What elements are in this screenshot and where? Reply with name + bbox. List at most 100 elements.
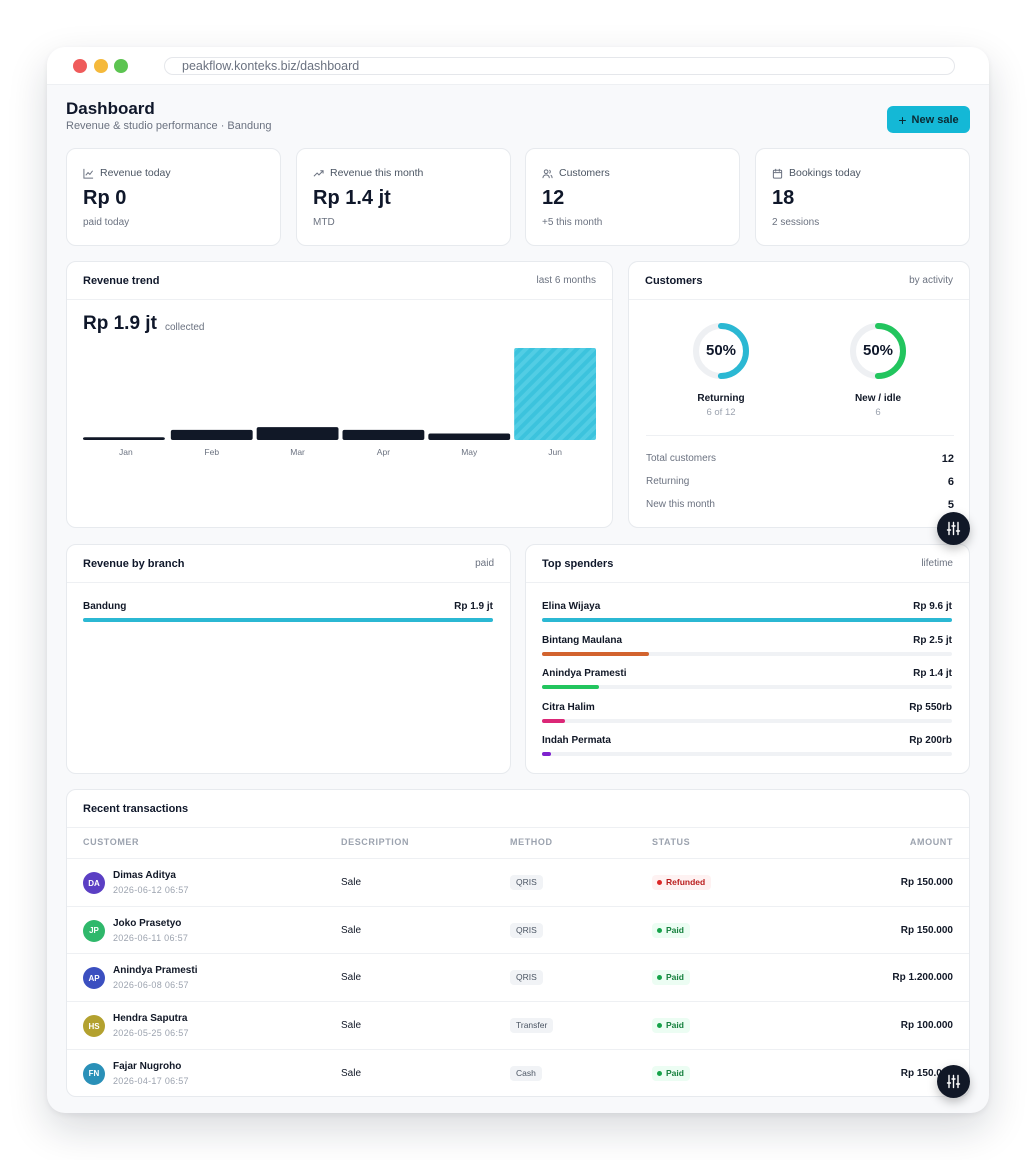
sliders-icon (946, 521, 961, 536)
stat-hint: +5 this month (542, 217, 603, 228)
new-sale-label: New sale (911, 113, 959, 126)
payment-method-badge: Transfer (510, 1018, 554, 1034)
customer-name: Dimas Aditya (113, 870, 176, 881)
avatar: DA (83, 872, 105, 894)
chart-bar-apr[interactable] (342, 429, 425, 440)
x-tick-label: May (461, 447, 478, 457)
table-row[interactable]: FN Fajar Nugroho 2026-04-17 06:57 Sale Cash P… (67, 1048, 969, 1097)
customer-name: Anindya Pramesti (113, 965, 198, 977)
new-sale-button[interactable]: + New sale (887, 106, 970, 133)
transaction-date: 2026-06-12 06:57 (113, 885, 189, 895)
transaction-description: Sale (341, 1067, 362, 1079)
avatar: AP (83, 967, 105, 990)
bar-item-name: Bandung (83, 601, 127, 612)
column-header-description[interactable]: DESCRIPTION (341, 837, 410, 847)
x-tick-label: Apr (377, 447, 390, 457)
x-tick-label: Jun (548, 447, 562, 457)
panel-meta: last 6 months (536, 275, 596, 286)
donut-note: 6 (875, 407, 881, 418)
payment-method-badge: QRIS (510, 875, 543, 890)
chart-bar-jan[interactable] (83, 437, 165, 440)
settings-sliders-button[interactable] (937, 512, 970, 545)
stat-hint: 2 sessions (772, 217, 820, 228)
panel-title: Top spenders (542, 558, 614, 570)
status-dot (657, 975, 662, 981)
settings-sliders-button-bottom[interactable] (937, 1065, 970, 1098)
bar-list-item: Citra Halim Rp 550rb (542, 702, 952, 726)
transaction-amount: Rp 150.000 (900, 877, 953, 888)
chart-bar-mar[interactable] (256, 427, 339, 440)
chart-bar-feb[interactable] (170, 429, 253, 440)
table-row[interactable]: DA Dimas Aditya 2026-06-12 06:57 Sale QRIS Re… (67, 858, 969, 906)
x-tick-label: Jan (119, 447, 133, 457)
column-header-status[interactable]: STATUS (652, 837, 691, 847)
bar-fill (83, 618, 493, 622)
status-label: Refunded (666, 877, 706, 887)
revenue-bar-chart: Jan Feb Mar Apr May Jun (83, 348, 596, 457)
bar-fill (542, 718, 566, 723)
transaction-description: Sale (341, 1020, 362, 1032)
bar-list-item: Indah Permata Rp 200rb (542, 735, 952, 759)
panel-meta: by activity (909, 275, 953, 286)
trending-up-icon (313, 169, 324, 177)
revenue-by-branch-card: Revenue by branch paid Bandung Rp 1.9 jt (66, 544, 511, 774)
bar-track (542, 685, 952, 689)
title-bar: peakflow.konteks.biz/dashboard (47, 47, 989, 85)
trend-total: Rp 1.9 jt (83, 313, 157, 334)
customers-card: Customers by activity 50% Returning 6 of… (628, 261, 970, 528)
stat-label: Bookings today (789, 167, 861, 179)
bar-track (542, 752, 952, 756)
x-tick-label: Feb (204, 447, 219, 457)
bar-fill (542, 651, 649, 656)
calendar-icon (772, 168, 783, 179)
stat-hint: MTD (313, 217, 335, 228)
column-header-amount[interactable]: AMOUNT (909, 837, 953, 847)
column-header-method[interactable]: METHOD (510, 837, 553, 847)
users-icon (542, 168, 553, 178)
returning-donut: 50% Returning 6 of 12 (661, 321, 781, 418)
table-row[interactable]: JP Joko Prasetyo 2026-06-11 06:57 Sale QRIS P… (67, 905, 969, 954)
table-row[interactable]: HS Hendra Saputra 2026-05-25 06:57 Sale Tran… (67, 1001, 969, 1049)
panel-meta: lifetime (921, 558, 953, 569)
bar-item-name: Elina Wijaya (542, 601, 601, 612)
minimize-window-button[interactable] (94, 59, 108, 73)
new-idle-donut: 50% New / idle 6 (818, 321, 938, 418)
transaction-amount: Rp 100.000 (900, 1020, 953, 1032)
stat-hint: paid today (83, 217, 130, 228)
chart-bar-jun[interactable] (514, 348, 596, 440)
status-badge: Paid (652, 922, 690, 938)
transaction-date: 2026-06-08 06:57 (113, 980, 189, 991)
panel-title: Revenue by branch (83, 558, 185, 570)
table-row[interactable]: AP Anindya Pramesti 2026-06-08 06:57 Sale QR… (67, 953, 969, 1001)
stat-value: Rp 0 (83, 187, 127, 209)
bar-track (542, 618, 952, 622)
status-label: Paid (666, 1020, 684, 1031)
bar-item-name: Indah Permata (542, 735, 611, 746)
summary-row-returning: Returning 6 (646, 476, 954, 488)
bar-item-name: Anindya Pramesti (542, 668, 627, 679)
status-dot (657, 880, 662, 885)
donut-percent: 50% (862, 342, 894, 359)
donut-arc (850, 323, 906, 379)
transaction-amount: Rp 1.200.000 (892, 972, 953, 984)
panel-meta: paid (475, 558, 494, 569)
transaction-amount: Rp 150.000 (900, 924, 953, 936)
status-dot (657, 1070, 662, 1076)
column-header-customer[interactable]: CUSTOMER (83, 837, 140, 847)
status-badge: Paid (652, 970, 690, 986)
stat-value: 12 (542, 187, 565, 209)
maximize-window-button[interactable] (114, 59, 128, 73)
sliders-icon (946, 1074, 961, 1089)
summary-value: 6 (947, 476, 954, 488)
bar-track (542, 718, 952, 723)
close-window-button[interactable] (73, 59, 87, 73)
address-bar[interactable]: peakflow.konteks.biz/dashboard (164, 57, 955, 75)
status-badge: Paid (652, 1065, 690, 1081)
chart-bar-may[interactable] (428, 433, 511, 440)
donut-chart (850, 323, 906, 379)
bar-item-amount: Rp 200rb (909, 735, 952, 746)
donut-note: 6 of 12 (706, 407, 736, 418)
bar-fill (542, 752, 551, 756)
donut-chart (693, 323, 749, 379)
summary-row-total: Total customers 12 (646, 453, 954, 465)
